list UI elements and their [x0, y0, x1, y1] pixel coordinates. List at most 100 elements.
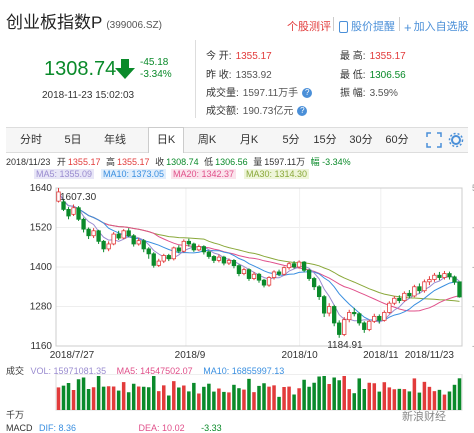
volume-bar — [257, 385, 261, 410]
candle-body — [146, 248, 151, 255]
x-tick-label: 2018/7/27 — [50, 350, 95, 361]
volume-bar — [302, 379, 306, 410]
volume-bar — [202, 386, 206, 410]
tab-30min[interactable]: 30分 — [349, 134, 373, 146]
settings-icon[interactable] — [448, 132, 464, 148]
volume-bar — [392, 389, 397, 410]
tab-daily-k[interactable]: 日K — [148, 127, 184, 153]
change-value: -45.18 — [140, 57, 169, 68]
candle-body — [211, 256, 217, 261]
candle-body — [126, 230, 131, 237]
candle-body — [191, 243, 196, 251]
plot-frame — [55, 187, 463, 347]
candle-body — [387, 302, 392, 313]
candle-body — [412, 286, 417, 297]
divider — [399, 17, 400, 31]
volume-bar — [116, 390, 121, 410]
candle-body — [432, 274, 437, 280]
candle-body — [286, 263, 292, 269]
candle-body — [176, 247, 181, 252]
info-icon[interactable]: ? — [302, 88, 313, 99]
candle-body — [91, 230, 96, 237]
tab-5day[interactable]: 5日 — [64, 134, 82, 146]
volume-bar — [227, 392, 231, 410]
volume-bar — [56, 387, 61, 410]
volume-bar — [372, 383, 377, 410]
volume-info: 成交 VOL: 15971081.35 MA5: 14547502.07 MA1… — [6, 366, 285, 376]
volume-bar — [447, 391, 452, 410]
volume-bar — [162, 385, 166, 410]
price-alert-button[interactable]: 股价提醒 — [339, 18, 395, 34]
candle-body — [201, 246, 207, 253]
min-price-annotation: 1184.91 — [327, 340, 363, 351]
candle-body — [71, 207, 76, 215]
tab-60min[interactable]: 60分 — [385, 134, 409, 146]
volume-bar — [327, 384, 331, 410]
add-watchlist-button[interactable]: + 加入自选股 — [404, 18, 469, 35]
price-change: -45.18 -3.34% — [140, 57, 172, 81]
candle-body — [86, 228, 91, 237]
volume-chart[interactable] — [0, 374, 474, 414]
volume-bar — [357, 378, 362, 410]
volume-bar — [292, 394, 296, 410]
volume-bar — [217, 388, 221, 410]
volume-bar — [367, 382, 372, 410]
volume-bar — [307, 386, 311, 410]
index-name: 创业板指数P — [6, 13, 103, 32]
candle-body — [457, 281, 462, 298]
volume-bar — [442, 394, 447, 410]
volume-bar — [242, 389, 246, 410]
tab-5min[interactable]: 5分 — [282, 134, 300, 146]
volume-bar — [347, 389, 351, 410]
volume-bar — [187, 391, 191, 410]
volume-bar — [167, 395, 171, 410]
candle-body — [377, 315, 382, 321]
stat-high: 最 高: 1355.17 — [340, 51, 406, 62]
volume-bar — [192, 382, 196, 410]
volume-bar — [66, 383, 71, 410]
candle-body — [101, 240, 106, 250]
candle-body — [352, 312, 357, 315]
kline-chart[interactable]: 1640 5% 1520 -3% 1400 -12% 1280 -20% 1160 -27% 160… — [0, 178, 474, 368]
candle-body — [296, 261, 302, 268]
candle-body — [337, 322, 342, 335]
candle-body — [452, 276, 457, 283]
candle-body — [66, 208, 71, 217]
candle-body — [56, 191, 61, 202]
divider — [333, 17, 334, 31]
volume-bar — [177, 387, 181, 410]
tab-weekly-k[interactable]: 周K — [197, 134, 217, 146]
candle-body — [357, 313, 362, 324]
candle-body — [221, 256, 227, 264]
candle-body — [161, 255, 166, 262]
tab-15min[interactable]: 15分 — [313, 134, 337, 146]
candle-body — [281, 267, 287, 275]
weibo-watermark: 新浪财经 — [402, 411, 446, 423]
x-tick-label: 2018/9 — [175, 350, 206, 361]
candle-body — [171, 247, 176, 260]
candle-body — [311, 278, 317, 288]
volume-bar — [382, 382, 387, 410]
volume-bar — [197, 393, 201, 410]
quote-datetime: 2018-11-23 15:02:03 — [42, 90, 135, 101]
volume-bar — [267, 386, 271, 410]
volume-bar — [407, 391, 412, 410]
candle-body — [362, 322, 367, 330]
fullscreen-icon[interactable] — [426, 132, 442, 148]
personal-review-button[interactable]: 个股测评 — [287, 21, 331, 33]
candle-body — [141, 240, 146, 250]
divider — [195, 40, 196, 118]
info-icon[interactable]: ? — [297, 106, 308, 117]
candle-body — [417, 286, 422, 292]
period-tabs: 分时 5日 年线 日K 周K 月K 5分 15分 30分 60分 — [6, 127, 468, 153]
pct-tick-label: -3% — [472, 223, 474, 233]
x-tick-label: 2018/10 — [282, 350, 319, 361]
tab-monthly-k[interactable]: 月K — [239, 134, 259, 146]
tab-yearline[interactable]: 年线 — [104, 134, 126, 146]
candle-body — [131, 235, 136, 245]
pct-tick-label: -27% — [472, 341, 474, 351]
candle-body — [116, 233, 121, 239]
volume-bar — [387, 387, 392, 410]
tab-intraday[interactable]: 分时 — [20, 134, 42, 146]
